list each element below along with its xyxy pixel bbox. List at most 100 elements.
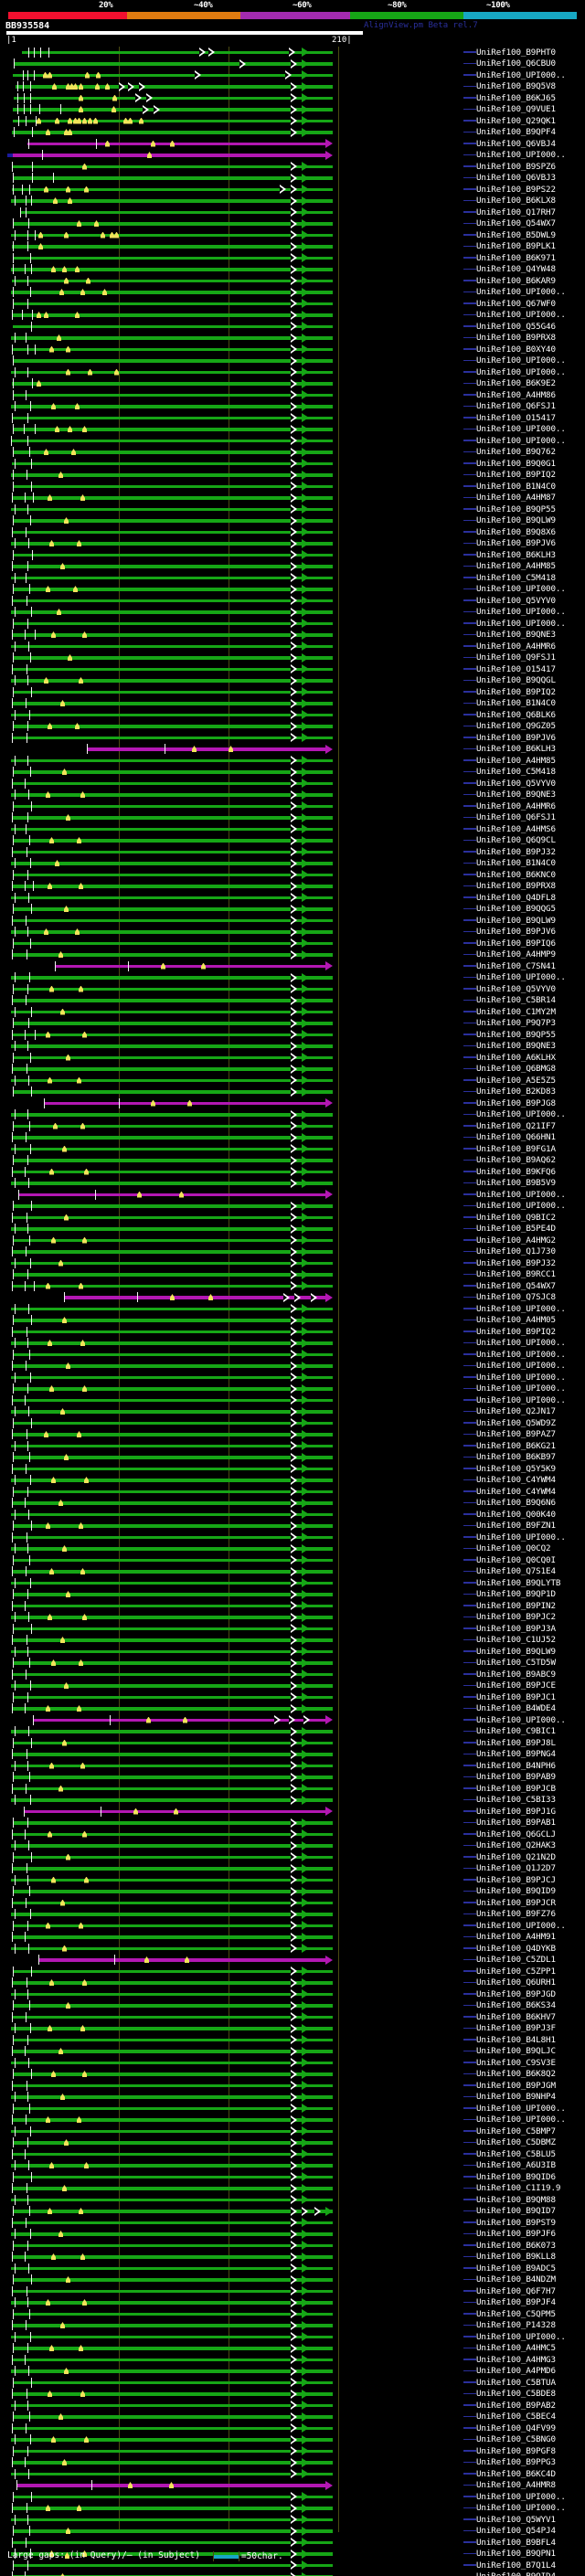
alignment-row[interactable]: UniRef100_B4NPH6: [0, 1760, 585, 1772]
subject-label[interactable]: UniRef100_B9AQ62: [476, 1155, 556, 1165]
alignment-row[interactable]: UniRef100_B6KC4D: [0, 2468, 585, 2480]
alignment-row[interactable]: UniRef100_B6KS34: [0, 2000, 585, 2012]
subject-label[interactable]: UniRef100_B9PJ32: [476, 846, 556, 857]
alignment-row[interactable]: UniRef100_A4HMR6: [0, 800, 585, 812]
alignment-row[interactable]: UniRef100_Q7S1E4: [0, 1566, 585, 1578]
alignment-row[interactable]: UniRef100_B5DWL9: [0, 229, 585, 241]
hsp-bar[interactable]: [12, 131, 333, 134]
alignment-row[interactable]: UniRef100_Q17RH7: [0, 207, 585, 218]
hsp-bar[interactable]: [12, 816, 333, 820]
alignment-row[interactable]: UniRef100_B2KD83: [0, 1087, 585, 1098]
hsp-bar[interactable]: [13, 2495, 333, 2498]
hsp-bar[interactable]: [12, 1672, 333, 1676]
alignment-row[interactable]: UniRef100_B9KFQ6: [0, 1166, 585, 1178]
subject-label[interactable]: UniRef100_Q5WYV1: [476, 2514, 556, 2525]
hsp-bar[interactable]: [11, 1946, 333, 1950]
alignment-row[interactable]: UniRef100_UPI000..: [0, 618, 585, 630]
hsp-bar[interactable]: [20, 210, 333, 214]
subject-label[interactable]: UniRef100_Q6VBJ3: [476, 173, 556, 183]
subject-label[interactable]: UniRef100_B9QNE3: [476, 1041, 556, 1051]
hsp-bar[interactable]: [11, 473, 333, 477]
subject-label[interactable]: UniRef100_UPI000..: [476, 69, 566, 80]
hsp-bar[interactable]: [13, 1022, 333, 1025]
subject-label[interactable]: UniRef100_Q21N2D: [476, 1851, 556, 1862]
alignment-row[interactable]: UniRef100_Q9GZ05: [0, 721, 585, 733]
alignment-row[interactable]: UniRef100_Q55G46: [0, 321, 585, 333]
subject-label[interactable]: UniRef100_UPI000..: [476, 366, 566, 377]
subject-label[interactable]: UniRef100_Q9GZ05: [476, 721, 556, 731]
alignment-row[interactable]: UniRef100_B9PHT0: [0, 47, 585, 58]
alignment-row[interactable]: UniRef100_UPI000..: [0, 1201, 585, 1213]
subject-label[interactable]: UniRef100_UPI000..: [476, 1383, 566, 1394]
hsp-bar[interactable]: [13, 804, 333, 808]
subject-label[interactable]: UniRef100_Q7SJC8: [476, 1292, 556, 1302]
subject-label[interactable]: UniRef100_B6KG21: [476, 1440, 556, 1451]
hsp-bar[interactable]: [13, 2072, 333, 2076]
hsp-bar[interactable]: [11, 896, 333, 899]
hsp-bar[interactable]: [11, 233, 333, 237]
alignment-row[interactable]: UniRef100_B9PIN2: [0, 1600, 585, 1612]
hsp-bar[interactable]: [11, 2198, 333, 2201]
alignment-row[interactable]: UniRef100_B9QM88: [0, 2194, 585, 2206]
alignment-row[interactable]: UniRef100_B9PJGD: [0, 1988, 585, 2000]
subject-label[interactable]: UniRef100_C5BI33: [476, 1795, 556, 1805]
subject-label[interactable]: UniRef100_B9PJV6: [476, 927, 556, 937]
subject-label[interactable]: UniRef100_A6KLHX: [476, 1052, 556, 1063]
subject-label[interactable]: UniRef100_B9PJ3A: [476, 1623, 556, 1634]
hsp-bar[interactable]: [12, 1250, 333, 1254]
hsp-bar[interactable]: [12, 1604, 333, 1607]
hsp-bar[interactable]: [12, 850, 333, 853]
subject-label[interactable]: UniRef100_UPI000..: [476, 2331, 566, 2342]
subject-label[interactable]: UniRef100_Q4DYKB: [476, 1943, 556, 1954]
alignment-row[interactable]: UniRef100_B6KG21: [0, 1440, 585, 1452]
subject-label[interactable]: UniRef100_B9PJC2: [476, 1612, 556, 1622]
alignment-row[interactable]: UniRef100_B9B5V9: [0, 1178, 585, 1190]
subject-label[interactable]: UniRef100_B9PJCR: [476, 1897, 556, 1908]
subject-label[interactable]: UniRef100_B9PRX8: [476, 333, 556, 343]
alignment-row[interactable]: UniRef100_C5ZDL1: [0, 1955, 585, 1966]
subject-label[interactable]: UniRef100_C9SV3E: [476, 2057, 556, 2068]
alignment-row[interactable]: UniRef100_C9BIC1: [0, 1726, 585, 1738]
hsp-bar[interactable]: [13, 1855, 333, 1859]
subject-label[interactable]: UniRef100_B9QP55: [476, 504, 556, 514]
hsp-bar[interactable]: [33, 1718, 325, 1722]
hsp-bar[interactable]: [11, 758, 333, 762]
subject-label[interactable]: UniRef100_UPI000..: [476, 435, 566, 446]
alignment-row[interactable]: UniRef100_B9PAB2: [0, 2400, 585, 2412]
hsp-bar[interactable]: [55, 964, 325, 968]
alignment-row[interactable]: UniRef100_C5BNG0: [0, 2434, 585, 2446]
hsp-bar[interactable]: [12, 918, 333, 922]
subject-label[interactable]: UniRef100_B9QLJC: [476, 2046, 556, 2056]
subject-label[interactable]: UniRef100_Q54WX7: [476, 218, 556, 228]
subject-label[interactable]: UniRef100_B6KS34: [476, 2000, 556, 2010]
alignment-row[interactable]: UniRef100_Q6BLK6: [0, 709, 585, 721]
subject-label[interactable]: UniRef100_B4NPH6: [476, 1760, 556, 1771]
alignment-row[interactable]: UniRef100_UPI000..: [0, 972, 585, 984]
hsp-bar[interactable]: [12, 1867, 333, 1871]
hsp-bar[interactable]: [12, 2324, 333, 2327]
hsp-bar[interactable]: [12, 2540, 333, 2544]
hsp-bar[interactable]: [13, 393, 333, 397]
alignment-row[interactable]: UniRef100_C5M418: [0, 572, 585, 584]
alignment-row[interactable]: UniRef100_Q6CBU0: [0, 58, 585, 70]
subject-label[interactable]: UniRef100_A4HM91: [476, 1932, 556, 1942]
hsp-bar[interactable]: [12, 1535, 333, 1539]
alignment-row[interactable]: UniRef100_B9FG1A: [0, 1143, 585, 1155]
hsp-bar[interactable]: [12, 416, 333, 419]
alignment-row[interactable]: UniRef100_UPI000..: [0, 1532, 585, 1543]
subject-label[interactable]: UniRef100_B9PAZ7: [476, 1429, 556, 1439]
subject-label[interactable]: UniRef100_B9FZN1: [476, 1521, 556, 1531]
hsp-bar[interactable]: [13, 987, 333, 991]
subject-label[interactable]: UniRef100_B9QLW9: [476, 915, 556, 926]
hsp-bar[interactable]: [12, 1067, 333, 1071]
subject-label[interactable]: UniRef100_UPI000..: [476, 1920, 566, 1931]
alignment-row[interactable]: UniRef100_B9PAB1: [0, 1818, 585, 1829]
subject-label[interactable]: UniRef100_Q66HN1: [476, 1132, 556, 1142]
alignment-row[interactable]: UniRef100_Q9FSJ1: [0, 652, 585, 664]
hsp-bar[interactable]: [13, 907, 333, 911]
hsp-bar[interactable]: [12, 1433, 333, 1436]
subject-label[interactable]: UniRef100_B9Q6N6: [476, 1498, 556, 1508]
hsp-bar[interactable]: [11, 507, 333, 511]
hsp-bar[interactable]: [12, 736, 333, 739]
alignment-row[interactable]: UniRef100_Q54PJ4: [0, 2526, 585, 2538]
